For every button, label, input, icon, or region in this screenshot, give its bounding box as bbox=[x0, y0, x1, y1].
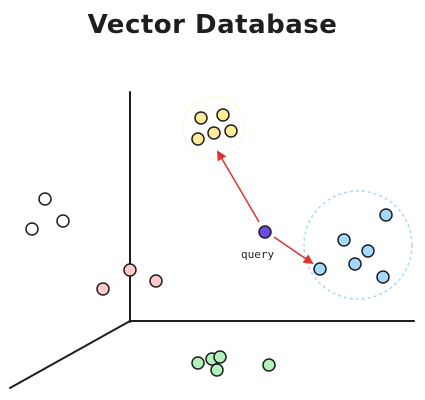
white-point bbox=[38, 192, 52, 206]
green-point bbox=[213, 350, 227, 364]
pink-point bbox=[123, 263, 137, 277]
yellow-point bbox=[216, 108, 230, 122]
arrow-to-blue bbox=[273, 236, 314, 265]
yellow-cluster-ring bbox=[182, 96, 246, 160]
pink-point bbox=[149, 274, 163, 288]
blue-point bbox=[348, 257, 362, 271]
blue-cluster-ring bbox=[303, 190, 413, 300]
query-label: query bbox=[241, 248, 274, 261]
pink-cluster bbox=[96, 263, 163, 296]
green-point bbox=[262, 358, 276, 372]
white-cluster bbox=[25, 192, 70, 236]
green-point bbox=[191, 356, 205, 370]
white-point bbox=[25, 222, 39, 236]
blue-point bbox=[337, 233, 351, 247]
yellow-point bbox=[191, 132, 205, 146]
yellow-point bbox=[207, 126, 221, 140]
axes bbox=[9, 91, 415, 389]
green-point bbox=[210, 363, 224, 377]
z-axis bbox=[9, 320, 131, 389]
yellow-point bbox=[194, 111, 208, 125]
pink-point bbox=[96, 282, 110, 296]
query-point bbox=[258, 225, 272, 239]
green-cluster bbox=[191, 350, 276, 377]
blue-point bbox=[376, 270, 390, 284]
blue-point bbox=[313, 262, 327, 276]
blue-point bbox=[379, 208, 393, 222]
yellow-point bbox=[224, 124, 238, 138]
white-point bbox=[56, 214, 70, 228]
arrow-to-yellow bbox=[216, 150, 260, 223]
blue-cluster bbox=[313, 208, 393, 284]
diagram-title: Vector Database bbox=[87, 10, 338, 40]
yellow-cluster bbox=[191, 108, 238, 146]
blue-point bbox=[361, 244, 375, 258]
